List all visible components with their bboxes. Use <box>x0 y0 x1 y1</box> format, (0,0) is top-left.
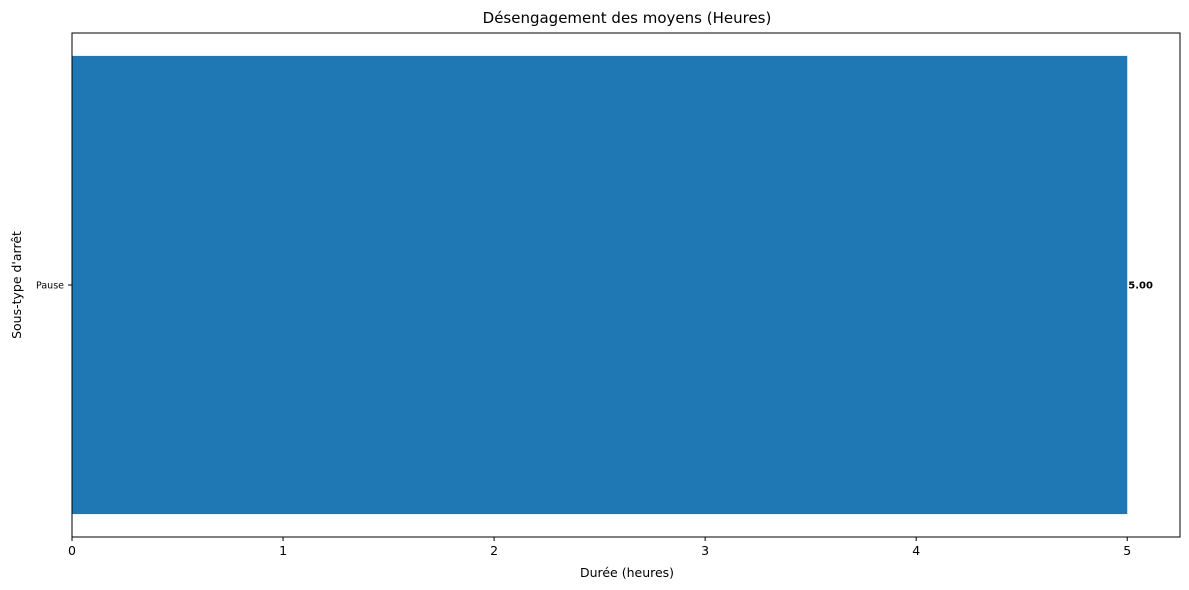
y-axis: Pause <box>36 281 72 292</box>
data-label: 5.00 <box>1128 281 1153 292</box>
chart-title: Désengagement des moyens (Heures) <box>483 9 772 27</box>
x-axis: 0 1 2 3 4 5 <box>68 537 1131 558</box>
x-tick-label: 4 <box>912 543 920 558</box>
bar-pause <box>72 55 1128 515</box>
x-axis-label: Durée (heures) <box>580 565 674 580</box>
y-axis-label: Sous-type d'arrêt <box>9 231 24 339</box>
x-tick-label: 1 <box>279 543 287 558</box>
y-tick-label: Pause <box>36 281 64 292</box>
x-tick-label: 0 <box>68 543 76 558</box>
x-tick-label: 2 <box>490 543 498 558</box>
bars-layer: 5.00 <box>72 55 1153 515</box>
x-tick-label: 5 <box>1123 543 1131 558</box>
x-tick-label: 3 <box>701 543 709 558</box>
